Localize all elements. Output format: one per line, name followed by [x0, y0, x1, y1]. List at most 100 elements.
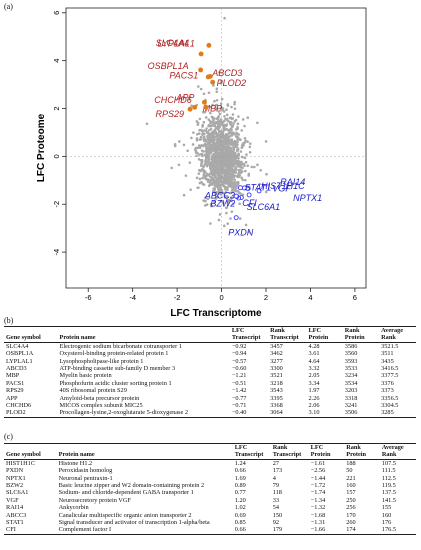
background-point [213, 99, 216, 103]
background-point [202, 199, 205, 202]
background-point [233, 139, 237, 143]
background-point [225, 134, 229, 137]
value-cell: 3.34 [308, 379, 320, 387]
background-point [225, 108, 228, 112]
background-point [233, 178, 236, 182]
background-point [196, 151, 199, 155]
protein-name-cell: Neurosecretory protein VGF [58, 496, 131, 504]
protein-name-cell: Procollagen-lysine,2-oxoglutarate 5-diox… [59, 409, 189, 417]
y-tick-label: -4 [52, 249, 61, 256]
point-label: ABCC3 [204, 191, 235, 201]
gene-symbol-cell: NPTX1 [6, 474, 26, 482]
value-cell: 3.61 [308, 350, 320, 358]
background-point [229, 155, 232, 159]
background-point [221, 107, 225, 110]
background-point [218, 70, 221, 74]
value-cell: 0.85 [234, 519, 246, 527]
value-cell: 4 [272, 474, 276, 482]
highlight-point [233, 193, 239, 199]
value-cell: 170 [346, 511, 356, 519]
background-point [225, 123, 229, 126]
highlight-point [207, 73, 213, 79]
column-header: Protein name [59, 334, 96, 342]
panel-b-label: (b) [4, 316, 14, 325]
background-point [212, 189, 215, 193]
background-point [197, 85, 200, 88]
table-row: CFI Complement factor I 0.66 179 −1.66 174 176… [4, 526, 416, 535]
value-cell: 3462 [270, 350, 283, 358]
background-point [186, 149, 189, 153]
background-point [217, 110, 221, 113]
value-cell: 3234 [344, 372, 358, 380]
background-point [246, 116, 250, 120]
value-cell: 137.5 [381, 489, 396, 497]
background-point [203, 110, 207, 114]
background-point [207, 143, 211, 147]
value-cell: 3521.5 [381, 342, 399, 350]
column-header: Gene symbol [6, 451, 41, 459]
highlighted-points: SLC4A4 OSBPL1A LYPLAL1 ABCD3 MBP PACS1 RPS29 AP… [148, 38, 322, 238]
background-point [221, 201, 225, 205]
protein-name-cell: MICOS complex subunit MIC25 [59, 402, 143, 410]
value-cell: 111.5 [381, 467, 396, 475]
protein-name-cell: 40S ribosomal protein S29 [59, 387, 127, 395]
background-point [219, 129, 223, 133]
background-point [223, 176, 227, 179]
table-down-regulated: Gene symbol Protein name LFC Transcript Ran… [4, 443, 416, 535]
value-cell: 256 [346, 504, 356, 512]
background-point [210, 204, 213, 208]
background-point [202, 171, 206, 174]
value-cell: 3373 [381, 387, 394, 395]
background-point [210, 165, 214, 168]
background-point [178, 140, 181, 143]
background-point [226, 104, 230, 107]
background-point [216, 180, 220, 183]
background-point [253, 165, 256, 169]
value-cell: 92 [272, 519, 279, 527]
column-header: Rank Transcript [270, 327, 299, 342]
value-cell: 50 [346, 467, 353, 475]
table-row: STAT1 Signal transducer and activator of … [4, 519, 416, 526]
x-axis-title: LFC Transcriptome [170, 308, 262, 318]
background-point [190, 104, 193, 108]
protein-name-cell: Signal transducer and activator of trans… [58, 519, 210, 527]
background-point [204, 154, 208, 158]
background-point [200, 164, 203, 167]
background-point [256, 121, 259, 125]
background-point [191, 143, 195, 146]
background-point [207, 91, 211, 95]
gene-symbol-cell: SLC6A1 [6, 489, 29, 497]
highlight-point [198, 67, 204, 73]
value-cell: −0.60 [231, 365, 247, 373]
background-point [209, 121, 212, 125]
background-point [238, 138, 242, 142]
highlight-point [187, 106, 193, 112]
background-point [210, 173, 214, 176]
value-cell: −1.42 [231, 387, 247, 395]
value-cell: 79 [272, 482, 279, 490]
table-header-row: Gene symbol Protein name LFC Transcript Ran… [4, 443, 416, 460]
gene-symbol-cell: SLC4A4 [6, 342, 29, 350]
background-point [217, 119, 220, 122]
background-point [230, 196, 234, 199]
panel-a-label: (a) [4, 2, 13, 11]
background-point [222, 224, 226, 228]
background-point [182, 193, 186, 197]
value-cell: 150 [272, 511, 283, 519]
background-point [242, 162, 246, 166]
background-point [225, 127, 229, 131]
background-point [196, 186, 199, 190]
point-label: MBP [203, 103, 223, 113]
gene-symbol-cell: RPS29 [6, 387, 24, 395]
background-point [182, 143, 186, 147]
value-cell: 0.89 [234, 482, 246, 490]
background-point [218, 137, 222, 141]
background-point [230, 175, 234, 178]
background-point [214, 107, 218, 111]
background-point [195, 137, 199, 140]
background-point [173, 144, 177, 148]
background-point [240, 129, 244, 132]
background-point [248, 142, 252, 145]
value-cell: −0.77 [231, 394, 247, 402]
point-label: ABCD3 [211, 68, 242, 78]
